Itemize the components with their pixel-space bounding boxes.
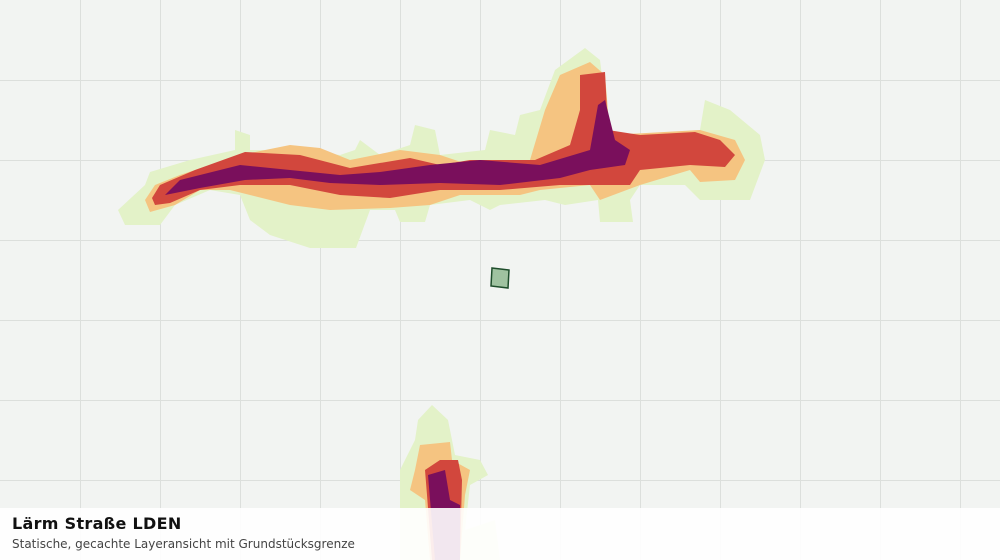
- info-panel: Lärm Straße LDEN Statische, gecachte Lay…: [0, 508, 1000, 560]
- noise-zone-very-high: [165, 100, 630, 195]
- noise-layer: [118, 48, 765, 560]
- layer-subtitle: Statische, gecachte Layeransicht mit Gru…: [12, 537, 355, 551]
- layer-title: Lärm Straße LDEN: [12, 514, 182, 533]
- parcel-boundary[interactable]: [490, 267, 510, 289]
